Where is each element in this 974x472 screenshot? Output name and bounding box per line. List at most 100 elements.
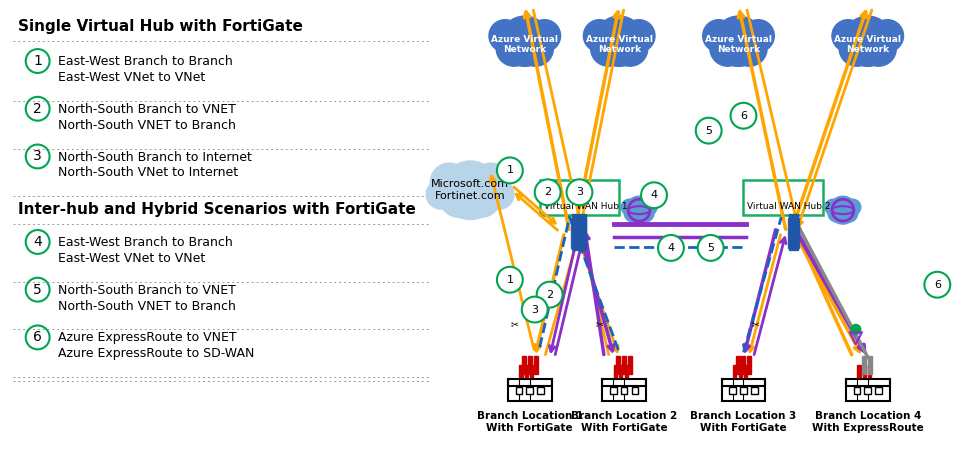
Text: Azure Virtual
Network: Azure Virtual Network <box>835 35 901 54</box>
Text: North-South Branch to Internet: North-South Branch to Internet <box>57 151 251 163</box>
Bar <box>868 356 872 374</box>
Bar <box>527 387 533 395</box>
Circle shape <box>731 30 768 66</box>
Bar <box>507 379 551 401</box>
Text: Azure ExpressRoute to SD-WAN: Azure ExpressRoute to SD-WAN <box>57 347 254 360</box>
Bar <box>876 387 882 395</box>
Bar <box>740 387 747 395</box>
Bar <box>534 356 538 374</box>
Bar <box>632 387 638 395</box>
Circle shape <box>828 204 845 222</box>
Circle shape <box>427 180 456 209</box>
Bar <box>869 365 872 377</box>
Text: 6: 6 <box>740 111 747 121</box>
Text: North-South Branch to VNET: North-South Branch to VNET <box>57 103 236 116</box>
Circle shape <box>583 20 616 52</box>
Circle shape <box>825 199 841 215</box>
Bar <box>581 218 586 248</box>
Bar <box>744 365 747 377</box>
Text: ✂: ✂ <box>751 320 760 329</box>
Text: East-West Branch to Branch: East-West Branch to Branch <box>57 236 232 249</box>
Circle shape <box>489 20 521 52</box>
Bar <box>528 356 532 374</box>
Text: 1: 1 <box>506 165 513 176</box>
Circle shape <box>496 30 532 66</box>
Circle shape <box>567 179 592 205</box>
Circle shape <box>872 20 904 52</box>
Bar <box>789 214 793 250</box>
Bar <box>845 379 889 401</box>
Text: 4: 4 <box>667 243 674 253</box>
Text: Virtual WAN Hub 2: Virtual WAN Hub 2 <box>747 202 831 211</box>
Circle shape <box>641 182 667 208</box>
Text: 2: 2 <box>33 102 42 116</box>
Circle shape <box>625 196 653 224</box>
Text: 3: 3 <box>33 150 42 163</box>
Bar <box>863 365 866 377</box>
Circle shape <box>624 204 642 222</box>
Text: 3: 3 <box>531 304 539 314</box>
Circle shape <box>535 179 561 205</box>
Text: Inter-hub and Hybrid Scenarios with FortiGate: Inter-hub and Hybrid Scenarios with Fort… <box>18 202 416 217</box>
Bar <box>722 379 766 401</box>
Circle shape <box>497 158 523 183</box>
Bar <box>602 379 646 401</box>
Text: Azure Virtual
Network: Azure Virtual Network <box>585 35 653 54</box>
Bar <box>751 387 758 395</box>
Circle shape <box>612 30 648 66</box>
Circle shape <box>528 20 561 52</box>
Circle shape <box>742 20 774 52</box>
Circle shape <box>843 16 893 66</box>
Circle shape <box>497 267 523 293</box>
Bar <box>788 218 793 248</box>
FancyBboxPatch shape <box>540 180 619 215</box>
Text: 4: 4 <box>33 235 42 249</box>
Bar <box>538 387 543 395</box>
Text: ✂: ✂ <box>595 320 604 329</box>
Text: 1: 1 <box>33 54 42 68</box>
Bar <box>794 214 798 250</box>
Circle shape <box>641 199 657 215</box>
Text: 5: 5 <box>707 243 714 253</box>
Circle shape <box>622 20 655 52</box>
Text: Branch Location 4
With ExpressRoute: Branch Location 4 With ExpressRoute <box>812 411 923 432</box>
FancyBboxPatch shape <box>743 180 823 215</box>
Text: 2: 2 <box>546 290 553 300</box>
Bar <box>515 387 522 395</box>
Circle shape <box>636 204 654 222</box>
Circle shape <box>598 23 641 66</box>
Circle shape <box>658 235 684 261</box>
Bar <box>572 218 577 248</box>
Circle shape <box>431 163 468 201</box>
Bar <box>741 356 745 374</box>
Circle shape <box>500 16 550 66</box>
Text: Branch Location 1
With FortiGate: Branch Location 1 With FortiGate <box>476 411 582 432</box>
Circle shape <box>714 16 764 66</box>
Circle shape <box>621 199 637 215</box>
Circle shape <box>861 30 896 66</box>
Bar <box>577 218 581 248</box>
Bar <box>730 387 735 395</box>
Circle shape <box>730 103 757 129</box>
Text: 6: 6 <box>33 330 42 345</box>
Bar <box>628 356 632 374</box>
Text: North-South VNET to Branch: North-South VNET to Branch <box>57 300 236 312</box>
Text: ✂: ✂ <box>510 320 519 329</box>
Circle shape <box>441 161 500 219</box>
Text: East-West VNet to VNet: East-West VNet to VNet <box>57 252 205 265</box>
Text: Azure Virtual
Network: Azure Virtual Network <box>491 35 558 54</box>
Circle shape <box>522 296 547 322</box>
Circle shape <box>695 118 722 143</box>
Bar <box>573 214 577 250</box>
Text: 5: 5 <box>33 283 42 297</box>
Bar <box>578 214 581 250</box>
Bar <box>865 387 871 395</box>
Bar <box>525 365 528 377</box>
Circle shape <box>438 176 480 218</box>
Text: 4: 4 <box>651 190 657 200</box>
Circle shape <box>717 23 760 66</box>
Text: 5: 5 <box>705 126 712 135</box>
Circle shape <box>485 180 514 209</box>
Text: East-West VNet to VNet: East-West VNet to VNet <box>57 71 205 84</box>
Text: 6: 6 <box>934 280 941 290</box>
